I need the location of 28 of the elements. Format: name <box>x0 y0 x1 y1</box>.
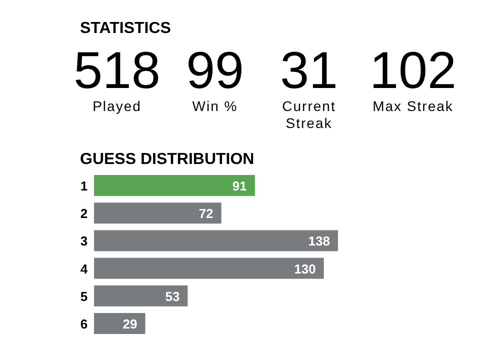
data-label: 29 <box>122 316 138 332</box>
bar <box>94 285 188 306</box>
data-label: 130 <box>294 261 316 276</box>
y-tick-label: 1 <box>80 178 88 194</box>
data-label: 31 <box>280 42 338 100</box>
bar <box>94 230 338 252</box>
category-label: Win % <box>192 98 238 114</box>
y-tick-label: 6 <box>80 316 88 332</box>
bar <box>94 313 146 334</box>
data-label: 72 <box>198 206 214 222</box>
text: STATISTICS <box>80 20 172 37</box>
y-tick-label: 3 <box>80 234 88 249</box>
data-label: 53 <box>165 288 180 304</box>
y-tick-label: 5 <box>80 288 88 304</box>
data-label: 138 <box>308 234 330 249</box>
data-label: 518 <box>74 42 160 100</box>
category-label: Played <box>92 98 142 114</box>
y-tick-label: 4 <box>80 261 88 276</box>
y-tick-label: 2 <box>80 206 88 222</box>
data-label: 102 <box>370 42 456 100</box>
bar <box>94 258 324 279</box>
data-label: 91 <box>232 178 247 194</box>
category-label: Max Streak <box>372 98 454 114</box>
bar <box>94 175 255 196</box>
bar <box>94 202 222 224</box>
chart-title: GUESS DISTRIBUTION <box>80 151 254 168</box>
category-label: Current Streak <box>282 98 336 131</box>
data-label: 99 <box>186 42 244 100</box>
